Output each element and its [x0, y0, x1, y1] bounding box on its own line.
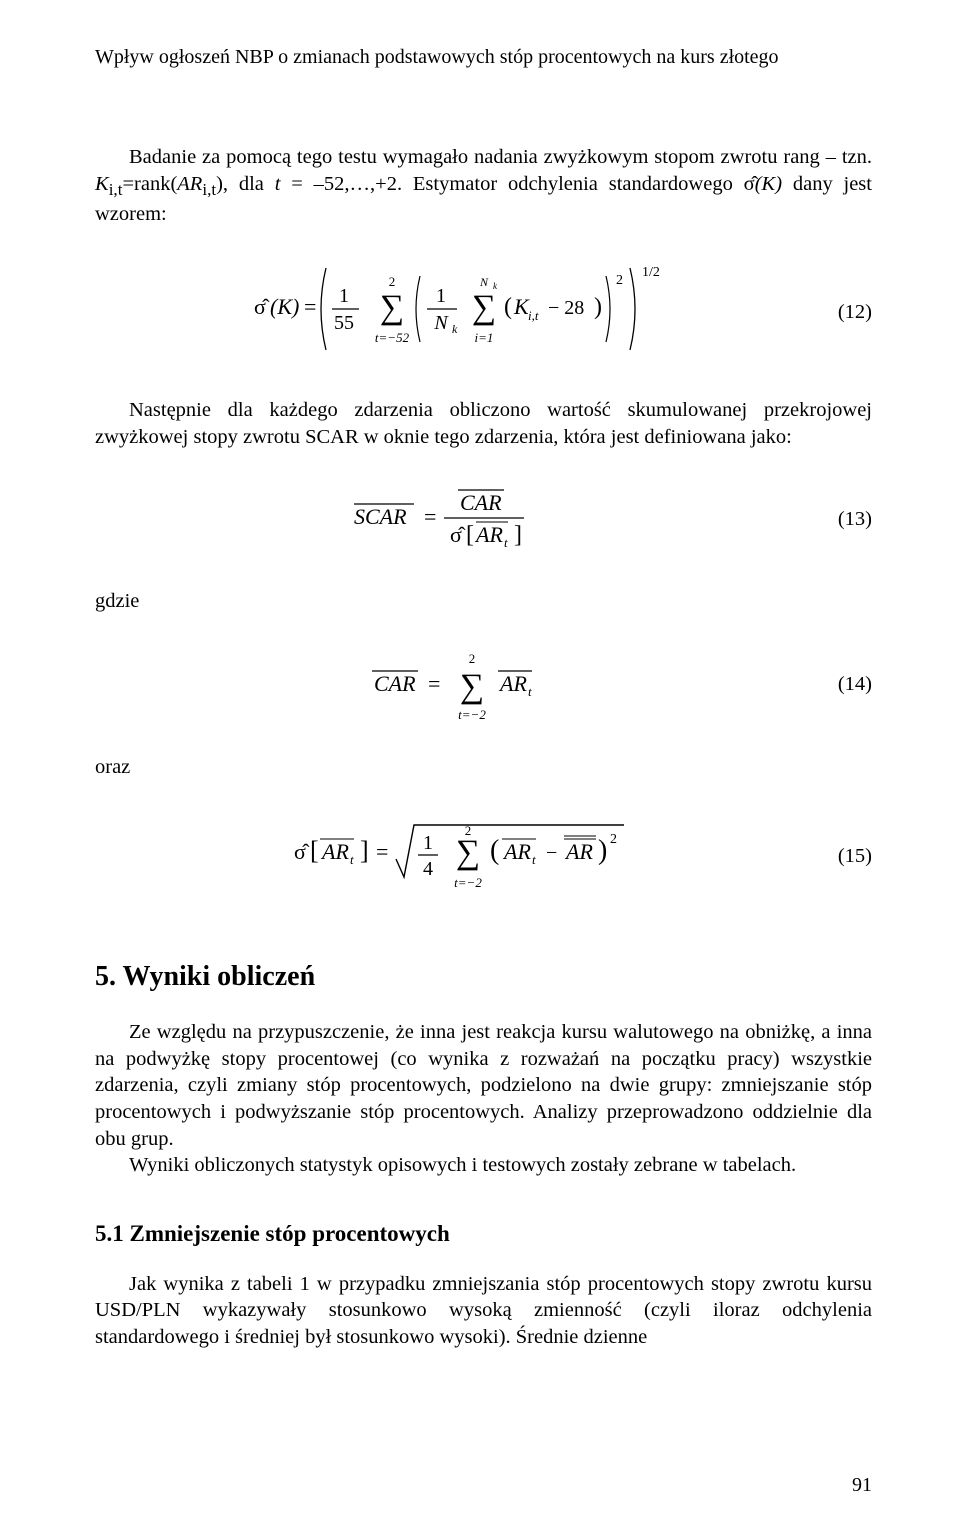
formula-15: σ̂ [ AR t ] = 1 4 ∑ 2 t=−2 ( AR t − AR [95, 807, 812, 905]
formula-14-number: (14) [812, 671, 872, 698]
svg-text:2: 2 [616, 273, 623, 288]
svg-text:t: t [528, 684, 532, 699]
svg-text:σ̂: σ̂ [254, 294, 270, 319]
svg-text:t=−52: t=−52 [374, 330, 409, 345]
svg-text:(K): (K) [270, 294, 299, 319]
svg-text:t=−2: t=−2 [458, 707, 486, 721]
p1-K: K [95, 173, 109, 195]
p1-sub2: i,t [202, 180, 216, 199]
formula-12-number: (12) [812, 299, 872, 326]
formula-14: CAR = ∑ 2 t=−2 AR t [95, 641, 812, 729]
svg-text:AR: AR [498, 671, 527, 696]
svg-text:AR: AR [564, 839, 593, 864]
svg-text:]: ] [514, 522, 522, 548]
section-5-1-p1: Jak wynika z tabeli 1 w przypadku zmniej… [95, 1271, 872, 1351]
section-5-1-heading: 5.1 Zmniejszenie stóp procentowych [95, 1219, 872, 1249]
page-number: 91 [852, 1472, 872, 1498]
svg-text:−: − [546, 842, 557, 864]
svg-text:1: 1 [339, 285, 349, 307]
svg-text:k: k [493, 281, 498, 291]
formula-12: σ̂ (K) = 1 55 ∑ 2 t=−52 1 N k ∑ N k i=1 [95, 254, 812, 372]
p1-post: ), dla [216, 173, 275, 195]
svg-text:=: = [424, 504, 436, 529]
gdzie-label: gdzie [95, 588, 872, 615]
p1-eq: =rank( [122, 173, 177, 195]
svg-text:2: 2 [610, 832, 617, 847]
formula-13: SCAR = CAR σ̂ [ AR t ] [95, 476, 812, 562]
svg-text:i,t: i,t [528, 308, 539, 323]
svg-text:t=−2: t=−2 [454, 875, 482, 890]
svg-text:[: [ [466, 522, 474, 548]
svg-text:AR: AR [320, 839, 349, 864]
svg-text:t: t [350, 852, 354, 867]
svg-text:=: = [428, 671, 440, 696]
formula-13-number: (13) [812, 506, 872, 533]
svg-text:=: = [304, 294, 316, 319]
p1-kparen: (K) [755, 173, 782, 195]
svg-text:t: t [532, 852, 536, 867]
paragraph-intro: Badanie za pomocą tego testu wymagało na… [95, 144, 872, 228]
svg-text:[: [ [310, 836, 319, 865]
svg-text:− 28: − 28 [548, 297, 584, 319]
p1-sub1: i,t [109, 180, 123, 199]
formula-14-row: CAR = ∑ 2 t=−2 AR t (14) [95, 641, 872, 729]
svg-text:N: N [433, 312, 449, 334]
svg-text:): ) [598, 835, 607, 866]
oraz-label: oraz [95, 754, 872, 781]
svg-text:1/2: 1/2 [642, 265, 660, 280]
svg-text:2: 2 [468, 651, 475, 666]
svg-text:∑: ∑ [379, 289, 403, 326]
svg-text:CAR: CAR [460, 490, 502, 515]
svg-text:1: 1 [436, 285, 446, 307]
svg-text:AR: AR [474, 522, 503, 547]
svg-text:55: 55 [334, 312, 354, 334]
svg-text:t: t [504, 535, 508, 550]
section-5-p1: Ze względu na przypuszczenie, że inna je… [95, 1019, 872, 1152]
svg-text:AR: AR [502, 839, 531, 864]
paragraph-after-12: Następnie dla każdego zdarzenia obliczon… [95, 397, 872, 450]
svg-text:(: ( [504, 294, 512, 320]
svg-text:4: 4 [423, 858, 433, 880]
svg-text:k: k [452, 322, 458, 336]
svg-text:σ̂: σ̂ [450, 522, 466, 547]
p1-range: = –52,…,+2. Estymator odchylenia standar… [280, 173, 743, 195]
svg-text:i=1: i=1 [474, 330, 493, 345]
running-header: Wpływ ogłoszeń NBP o zmianach podstawowy… [95, 44, 872, 70]
section-5-heading: 5. Wyniki obliczeń [95, 959, 872, 995]
p1-sigma: σ̂ [744, 173, 755, 195]
svg-text:SCAR: SCAR [354, 504, 407, 529]
svg-text:∑: ∑ [455, 834, 479, 871]
svg-text:N: N [478, 275, 488, 289]
p1-text: Badanie za pomocą tego testu wymagało na… [129, 146, 872, 168]
svg-text:1: 1 [423, 832, 433, 854]
svg-text:2: 2 [388, 274, 395, 289]
formula-13-row: SCAR = CAR σ̂ [ AR t ] (13) [95, 476, 872, 562]
formula-15-svg: σ̂ [ AR t ] = 1 4 ∑ 2 t=−2 ( AR t − AR [264, 807, 644, 897]
formula-12-svg: σ̂ (K) = 1 55 ∑ 2 t=−52 1 N k ∑ N k i=1 [244, 254, 664, 364]
svg-text:∑: ∑ [459, 668, 483, 705]
svg-text:∑: ∑ [471, 289, 495, 326]
formula-12-row: σ̂ (K) = 1 55 ∑ 2 t=−52 1 N k ∑ N k i=1 [95, 254, 872, 372]
formula-14-svg: CAR = ∑ 2 t=−2 AR t [324, 641, 584, 721]
svg-text:): ) [594, 294, 602, 320]
svg-text:σ̂: σ̂ [294, 839, 310, 864]
svg-text:]: ] [360, 836, 369, 865]
section-5-p2: Wyniki obliczonych statystyk opisowych i… [95, 1152, 872, 1179]
svg-text:CAR: CAR [374, 671, 416, 696]
formula-15-row: σ̂ [ AR t ] = 1 4 ∑ 2 t=−2 ( AR t − AR [95, 807, 872, 905]
svg-text:2: 2 [464, 823, 471, 838]
formula-15-number: (15) [812, 843, 872, 870]
svg-text:(: ( [490, 835, 499, 866]
svg-text:=: = [376, 839, 388, 864]
formula-13-svg: SCAR = CAR σ̂ [ AR t ] [324, 476, 584, 554]
p1-AR: AR [177, 173, 202, 195]
